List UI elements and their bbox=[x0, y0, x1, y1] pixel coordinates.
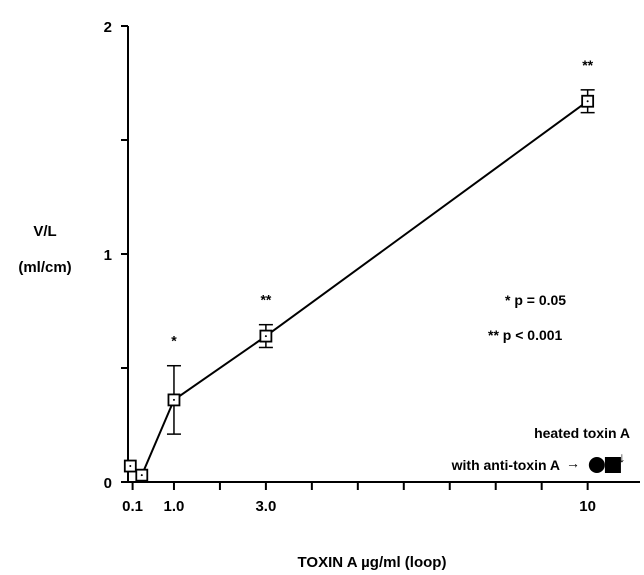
antitoxin-arrow: → bbox=[566, 455, 580, 471]
antitoxin-marker bbox=[588, 457, 605, 473]
series-line bbox=[129, 100, 589, 477]
x-tick-label: 1.0 bbox=[164, 498, 185, 515]
legend-p1: * p = 0.05 bbox=[505, 292, 566, 308]
heated-toxin-label: heated toxin A bbox=[534, 425, 630, 441]
data-point-center bbox=[129, 465, 132, 468]
heated-toxin-arrow: ↓ bbox=[619, 449, 626, 465]
significance-label: * bbox=[171, 333, 177, 349]
y-tick-label: 2 bbox=[104, 19, 112, 36]
x-tick-label: 0.1 bbox=[122, 498, 143, 515]
x-ticks: 0.1 1.0 3.0 10 bbox=[122, 482, 596, 515]
x-axis-title: TOXIN A µg/ml (loop) bbox=[298, 554, 447, 571]
data-point-center bbox=[264, 335, 267, 338]
x-tick-label: 10 bbox=[579, 498, 596, 515]
y-ticks: 0 1 2 bbox=[104, 19, 128, 492]
data-point-center bbox=[140, 474, 143, 477]
y-axis-unit: (ml/cm) bbox=[18, 259, 71, 276]
heated-toxin-marker bbox=[604, 457, 621, 473]
antitoxin-label: with anti-toxin A bbox=[451, 457, 560, 473]
y-axis-title: V/L bbox=[33, 223, 56, 240]
y-tick-label: 0 bbox=[104, 475, 112, 492]
data-point-center bbox=[172, 398, 175, 401]
controls: with anti-toxin A → heated toxin A ↓ bbox=[451, 425, 630, 473]
y-tick-label: 1 bbox=[104, 247, 112, 264]
significance-label: ** bbox=[582, 57, 593, 73]
significance-label: ** bbox=[260, 292, 271, 308]
axes bbox=[127, 26, 640, 483]
series: ***** bbox=[123, 57, 595, 482]
data-point-center bbox=[586, 100, 589, 103]
x-tick-label: 3.0 bbox=[255, 498, 276, 515]
legend-p2: ** p < 0.001 bbox=[488, 327, 563, 343]
